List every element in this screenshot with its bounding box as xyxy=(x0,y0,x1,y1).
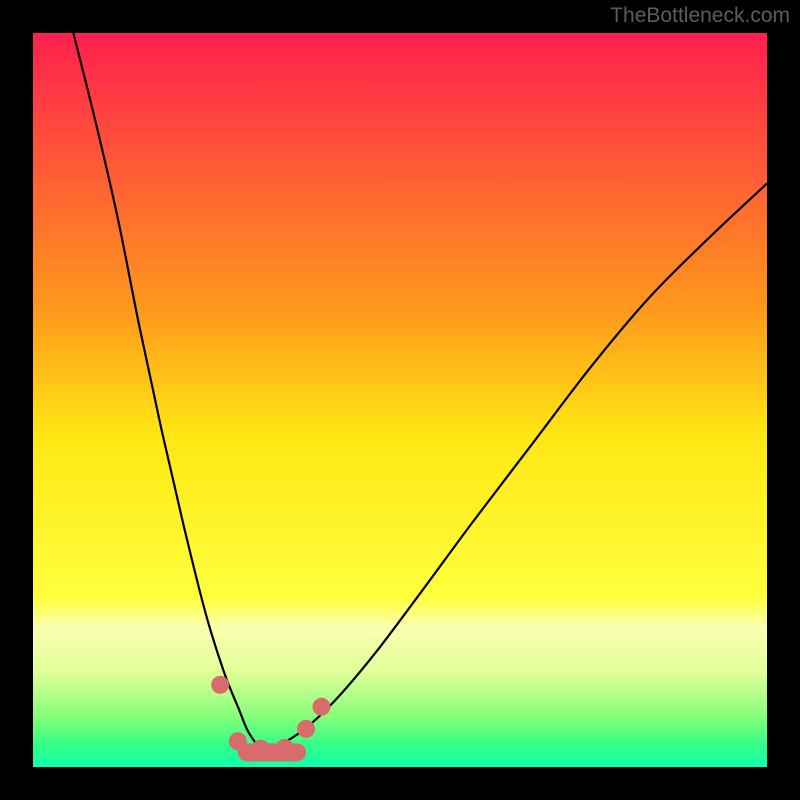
bottleneck-marker-dot xyxy=(276,739,294,757)
chart-stage: TheBottleneck.com xyxy=(0,0,800,800)
bottleneck-range-bar xyxy=(238,743,306,761)
bottleneck-marker-dot xyxy=(229,732,247,750)
bottleneck-chart-svg xyxy=(0,0,800,800)
plot-background xyxy=(33,33,767,767)
bottleneck-marker-dot xyxy=(252,740,270,758)
bottleneck-marker-dot xyxy=(297,720,315,738)
watermark-text: TheBottleneck.com xyxy=(610,4,790,28)
bottleneck-marker-dot xyxy=(211,676,229,694)
bottleneck-marker-dot xyxy=(312,698,330,716)
